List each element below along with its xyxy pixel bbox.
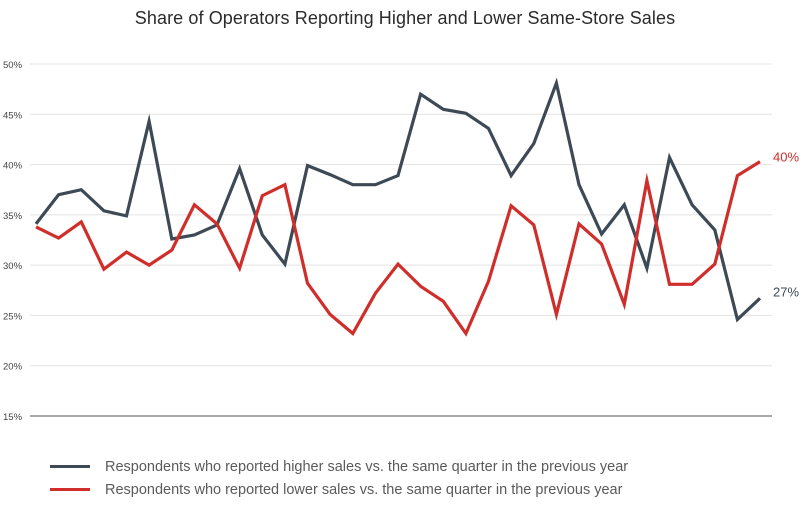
series-line-higher-sales	[34, 77, 762, 323]
y-tick-label: 30%	[3, 261, 23, 272]
legend-swatch-higher	[50, 465, 90, 468]
end-label-lower: 40%	[773, 150, 799, 165]
series-end-labels: 27% 40%	[773, 150, 799, 300]
y-axis-ticks: 15% 20% 25% 30% 35% 40% 45% 50%	[3, 60, 23, 423]
legend: Respondents who reported higher sales vs…	[50, 455, 628, 501]
series-line-lower-sales	[35, 160, 761, 337]
y-tick-label: 25%	[3, 311, 23, 322]
legend-item-lower-sales: Respondents who reported lower sales vs.…	[50, 478, 628, 501]
legend-item-higher-sales: Respondents who reported higher sales vs…	[50, 455, 628, 478]
legend-label-lower: Respondents who reported lower sales vs.…	[105, 481, 623, 498]
series-lines	[34, 77, 762, 337]
line-chart: 15% 20% 25% 30% 35% 40% 45% 50% 27% 40%	[3, 60, 799, 423]
legend-label-higher: Respondents who reported higher sales vs…	[105, 458, 629, 475]
chart-title: Share of Operators Reporting Higher and …	[134, 8, 676, 28]
y-tick-label: 20%	[3, 362, 23, 373]
gridlines	[30, 63, 772, 367]
end-label-higher: 27%	[773, 284, 799, 299]
y-tick-label: 15%	[3, 412, 23, 423]
legend-swatch-lower	[50, 488, 90, 491]
y-tick-label: 40%	[3, 161, 23, 172]
y-tick-label: 35%	[3, 211, 23, 222]
y-tick-label: 50%	[3, 60, 23, 71]
y-tick-label: 45%	[3, 110, 23, 121]
